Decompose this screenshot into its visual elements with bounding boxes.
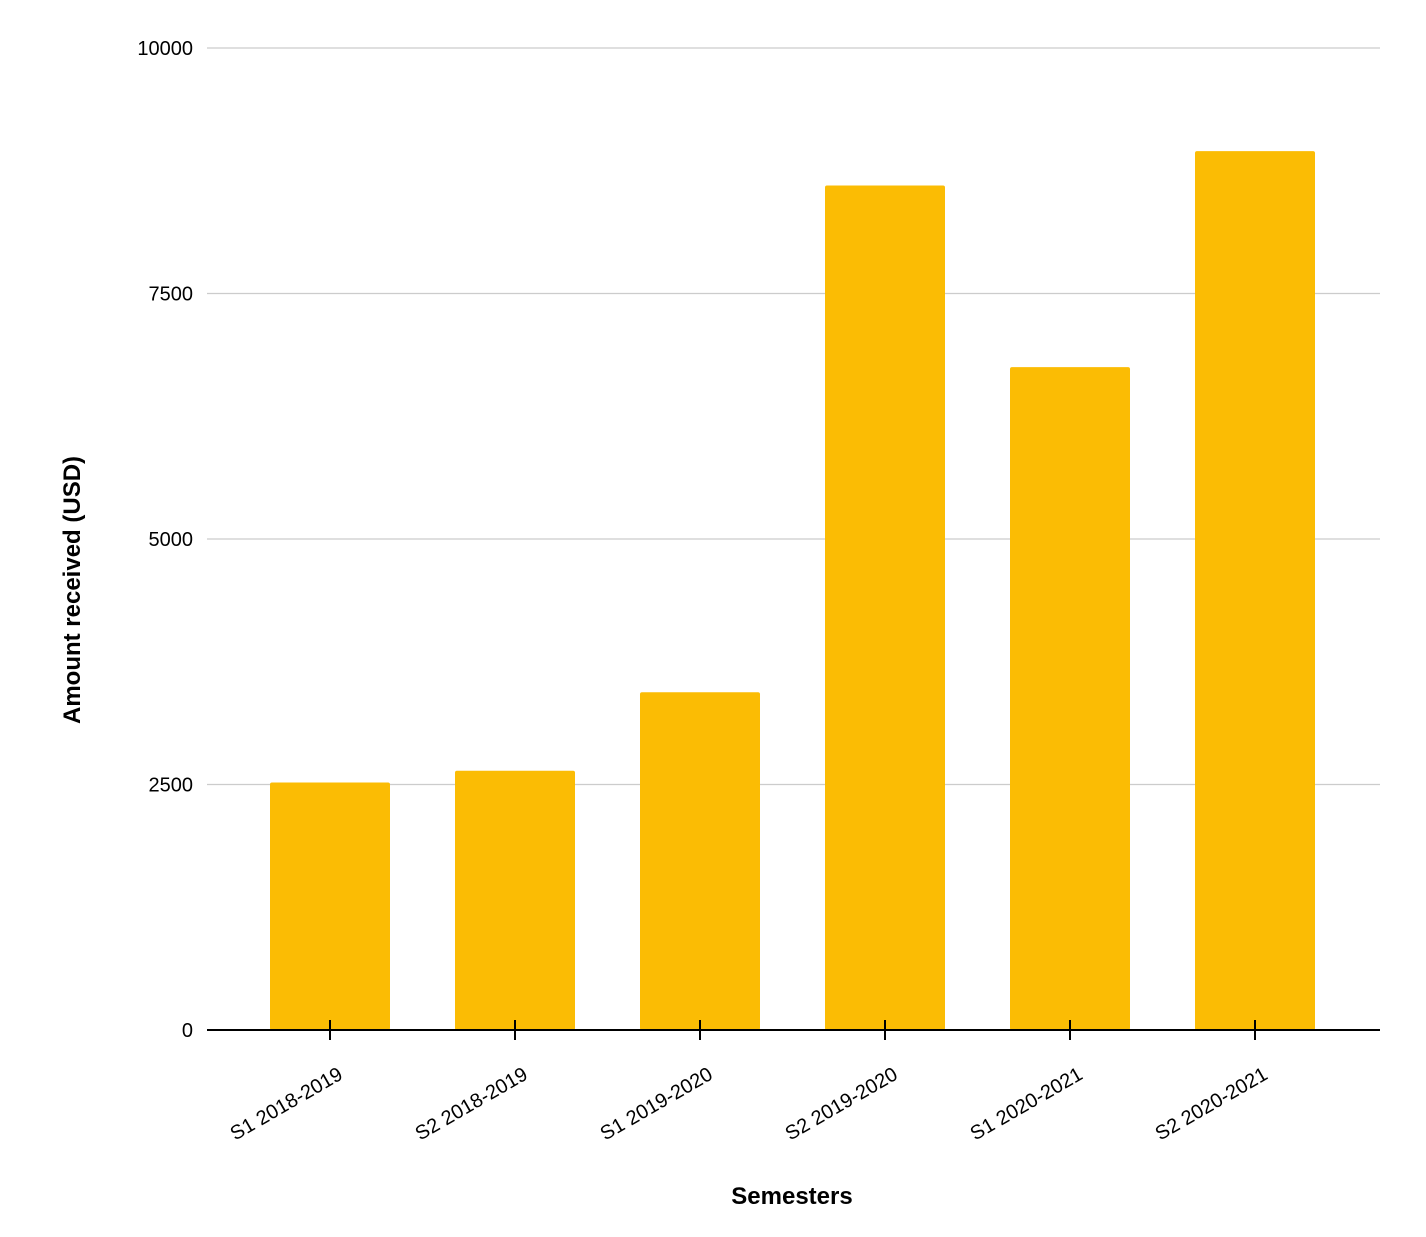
x-axis xyxy=(207,1020,1380,1040)
x-tick-label: S1 2018-2019 xyxy=(227,1063,347,1145)
bars xyxy=(270,151,1315,1031)
x-tick-label: S2 2018-2019 xyxy=(412,1063,532,1145)
y-tick-label: 2500 xyxy=(149,775,194,797)
x-tick-label: S2 2020-2021 xyxy=(1152,1063,1272,1145)
bar xyxy=(825,185,945,1031)
x-tick-label: S1 2020-2021 xyxy=(967,1063,1087,1145)
y-tick-label: 7500 xyxy=(149,284,194,306)
bar xyxy=(640,692,760,1030)
gridlines xyxy=(207,47,1380,786)
y-tick-label: 0 xyxy=(182,1020,193,1042)
x-tick-label: S2 2019-2020 xyxy=(782,1063,902,1145)
bar xyxy=(455,770,575,1030)
x-axis-title: Semesters xyxy=(731,1183,852,1210)
bar xyxy=(1010,367,1130,1030)
y-axis-tick-labels: 0 2500 5000 7500 10000 xyxy=(137,38,193,1042)
x-axis-tick-labels: S1 2018-2019 S2 2018-2019 S1 2019-2020 S2 2… xyxy=(227,1063,1272,1145)
y-axis-title: Amount received (USD) xyxy=(59,456,86,724)
bar xyxy=(270,782,390,1030)
y-tick-label: 5000 xyxy=(149,529,194,551)
bar xyxy=(1195,151,1315,1031)
x-tick-label: S1 2019-2020 xyxy=(597,1063,717,1145)
y-tick-label: 10000 xyxy=(137,38,193,60)
